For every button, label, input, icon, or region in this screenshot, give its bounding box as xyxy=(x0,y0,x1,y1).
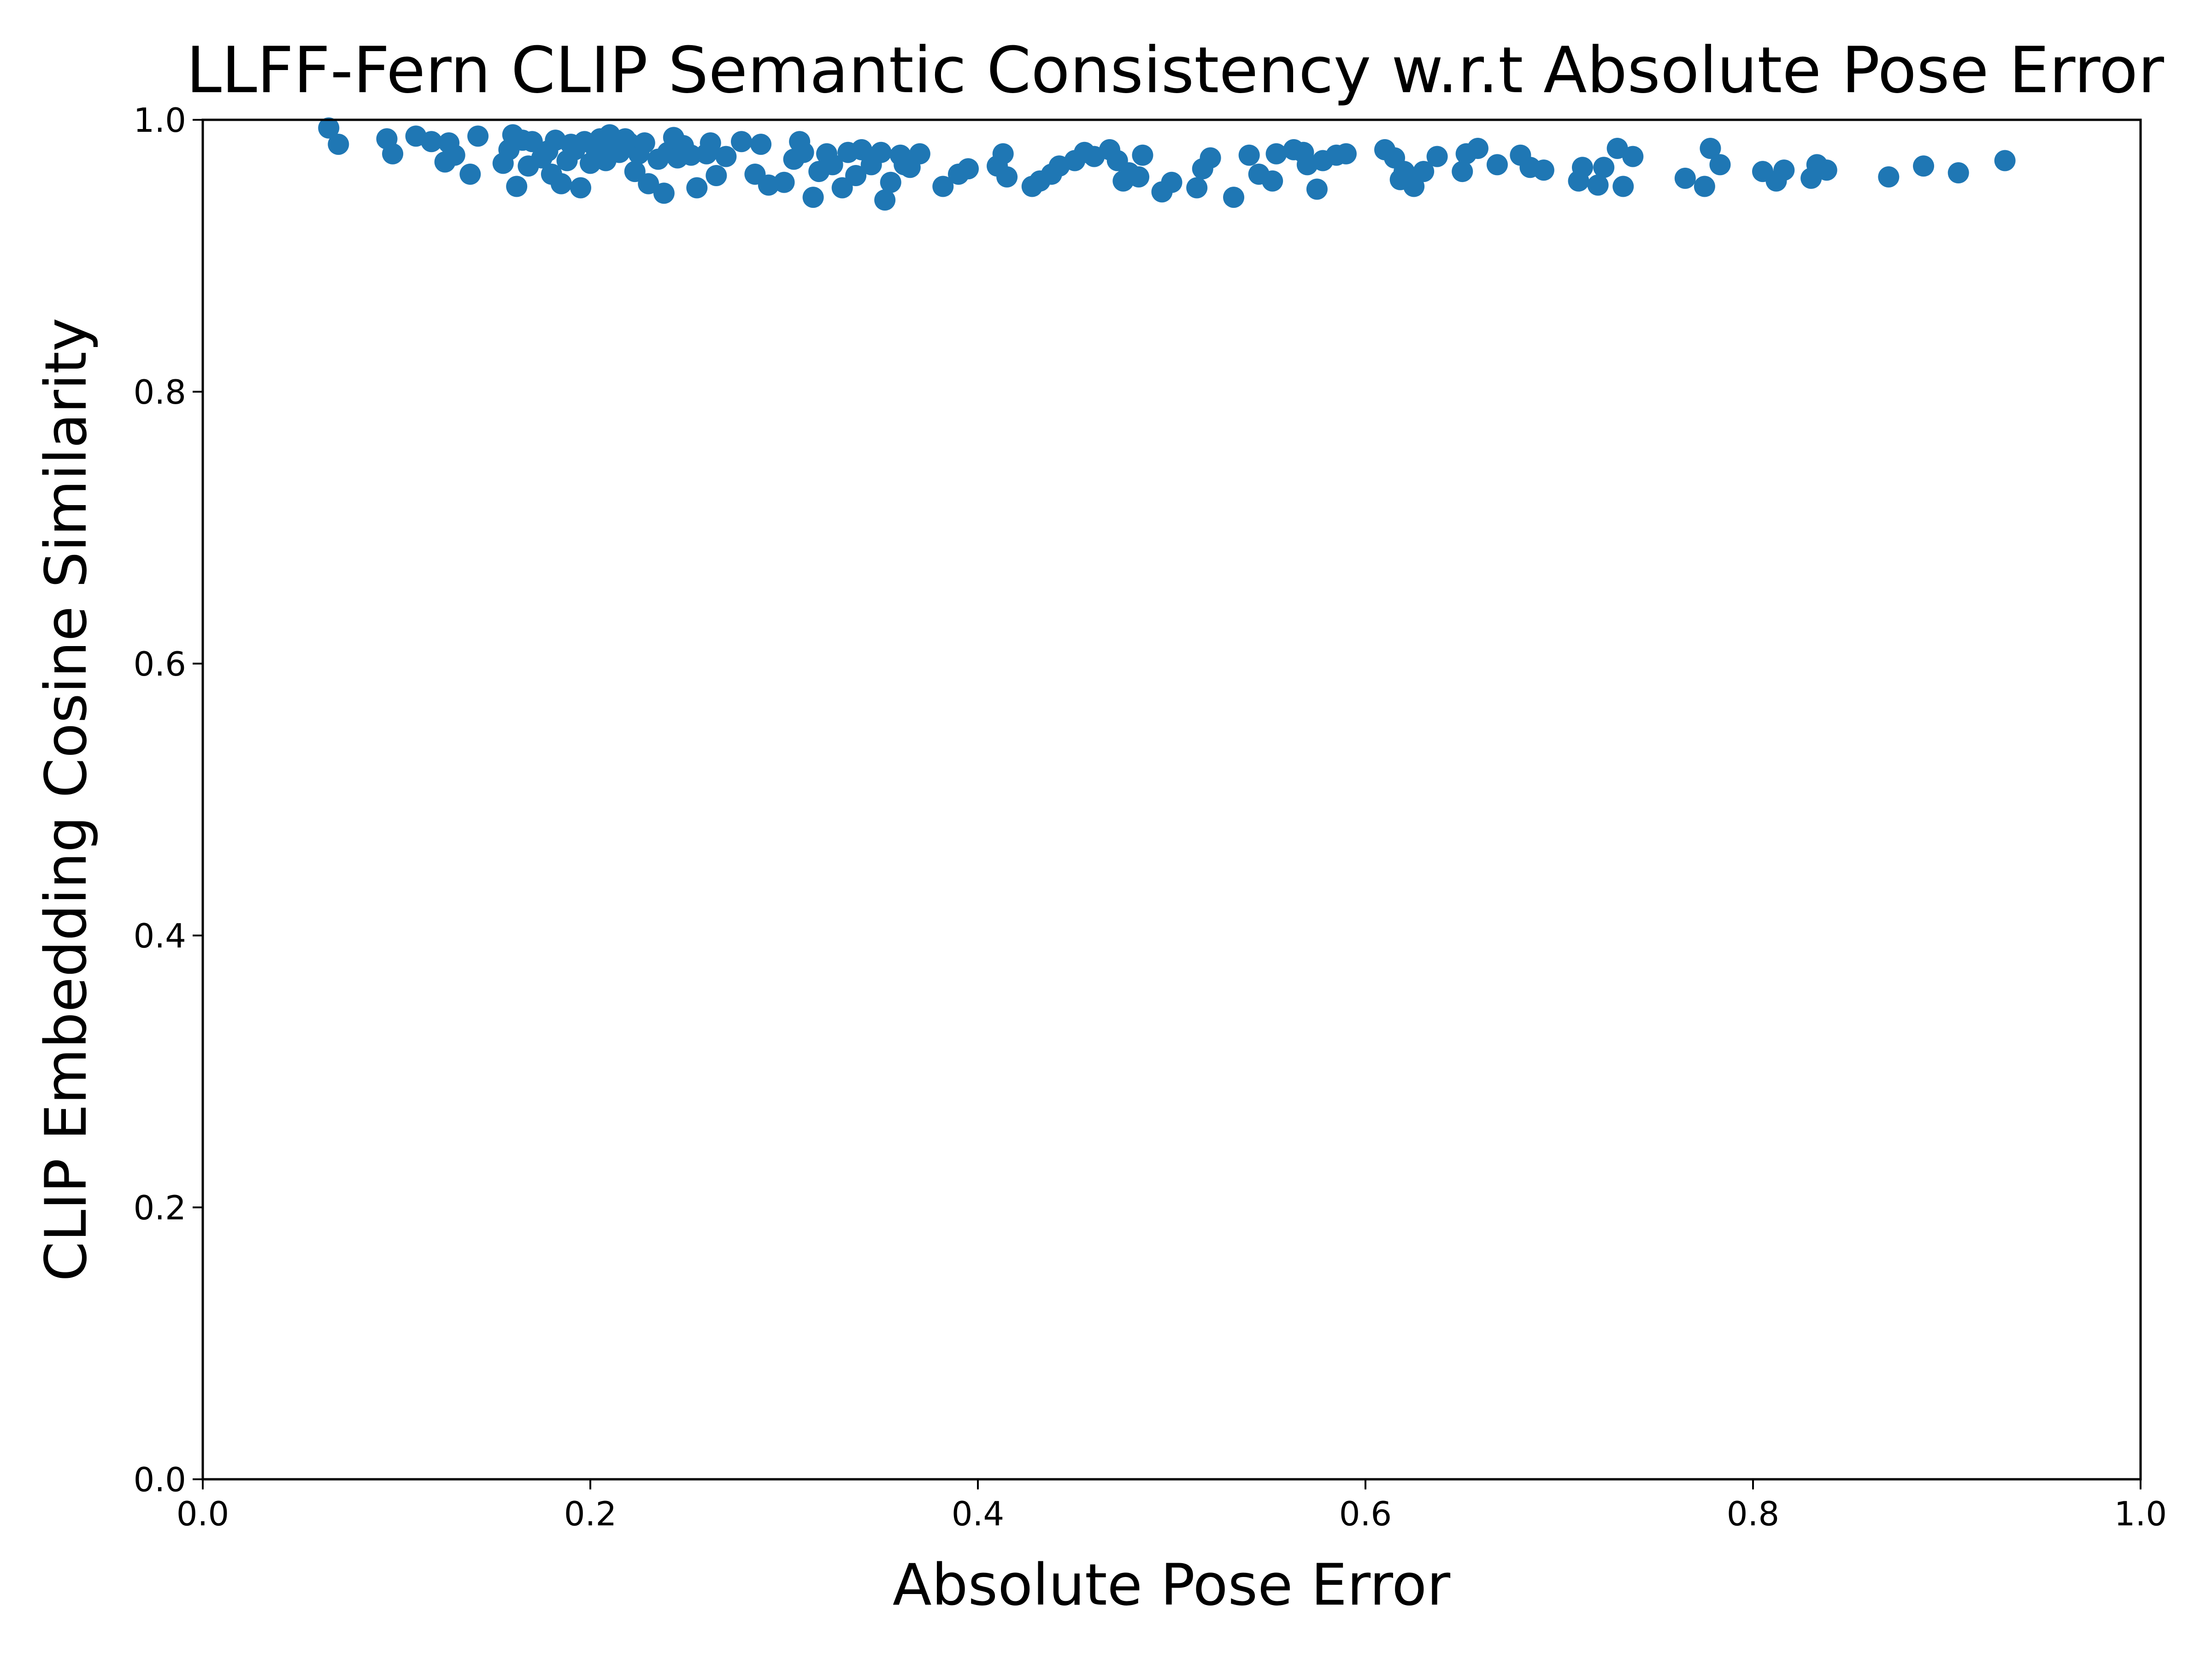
data-point xyxy=(1700,137,1721,159)
data-point xyxy=(1612,176,1634,197)
data-point xyxy=(1486,154,1508,176)
data-point xyxy=(1262,170,1283,192)
data-point xyxy=(715,146,737,167)
data-points xyxy=(318,117,2016,211)
x-tick-label: 1.0 xyxy=(2114,1494,2167,1533)
data-point xyxy=(750,134,772,155)
data-point xyxy=(1994,150,2016,171)
data-point xyxy=(1161,171,1182,193)
data-point xyxy=(1403,176,1425,197)
data-point xyxy=(1674,167,1696,189)
data-point xyxy=(1200,147,1221,169)
x-axis-ticks: 0.0 0.2 0.4 0.6 0.8 1.0 xyxy=(176,1479,2167,1533)
data-point xyxy=(1947,162,1969,184)
y-tick-label: 1.0 xyxy=(133,101,186,140)
data-point xyxy=(1622,146,1644,167)
x-tick-label: 0.8 xyxy=(1727,1494,1780,1533)
y-tick-label: 0.8 xyxy=(133,373,186,412)
y-tick-label: 0.4 xyxy=(133,917,186,955)
data-point xyxy=(1413,161,1435,182)
data-point xyxy=(1913,155,1935,177)
data-point xyxy=(996,166,1018,188)
data-point xyxy=(1467,137,1488,159)
data-point xyxy=(1223,187,1245,208)
data-point xyxy=(638,173,659,194)
data-point xyxy=(550,173,572,194)
data-point xyxy=(570,177,591,199)
y-axis-label: CLIP Embedding Cosine Similarity xyxy=(33,318,100,1281)
x-tick-label: 0.6 xyxy=(1339,1494,1392,1533)
data-point xyxy=(932,176,954,197)
data-point xyxy=(1265,143,1287,165)
data-point xyxy=(1452,161,1473,182)
data-point xyxy=(1773,159,1795,181)
y-axis-ticks: 0.0 0.2 0.4 0.6 0.8 1.0 xyxy=(133,101,203,1499)
data-point xyxy=(467,125,489,147)
chart-title: LLFF-Fern CLIP Semantic Consistency w.r.… xyxy=(186,33,2164,107)
x-tick-label: 0.4 xyxy=(952,1494,1005,1533)
x-axis-label: Absolute Pose Error xyxy=(893,1552,1450,1618)
y-tick-label: 0.2 xyxy=(133,1188,186,1227)
data-point xyxy=(1238,144,1260,166)
data-point xyxy=(773,171,795,193)
data-point xyxy=(706,165,727,186)
data-point xyxy=(1394,161,1415,182)
data-point xyxy=(680,144,702,166)
data-point xyxy=(1694,176,1715,197)
data-point xyxy=(1426,146,1448,167)
data-point xyxy=(382,143,404,165)
y-tick-label: 0.0 xyxy=(133,1460,186,1499)
data-point xyxy=(1709,154,1731,176)
data-point xyxy=(1587,174,1609,196)
data-point xyxy=(686,177,708,199)
data-point xyxy=(1335,143,1357,165)
data-point xyxy=(870,141,892,163)
data-point xyxy=(957,158,979,180)
data-point xyxy=(880,171,901,193)
data-point xyxy=(874,189,896,211)
data-point xyxy=(700,132,721,154)
data-point xyxy=(1533,159,1554,181)
data-point xyxy=(634,132,655,154)
data-point xyxy=(851,139,872,160)
data-point xyxy=(1186,177,1208,199)
data-point xyxy=(831,177,853,199)
data-point xyxy=(730,131,752,153)
data-point xyxy=(1128,166,1150,188)
data-point xyxy=(624,161,646,182)
data-point xyxy=(802,187,824,208)
plot-frame xyxy=(201,118,2142,1481)
data-point xyxy=(328,134,349,155)
data-point xyxy=(1132,144,1153,166)
data-point xyxy=(1593,157,1615,178)
data-point xyxy=(421,131,442,153)
data-point xyxy=(793,141,814,163)
data-point xyxy=(1571,157,1593,178)
data-point xyxy=(909,143,930,165)
data-point xyxy=(992,143,1014,165)
data-point xyxy=(444,144,465,166)
data-point xyxy=(318,117,340,139)
x-tick-label: 0.2 xyxy=(564,1494,617,1533)
data-point xyxy=(521,131,543,153)
data-point xyxy=(1816,159,1837,181)
y-tick-label: 0.6 xyxy=(133,645,186,683)
data-point xyxy=(1306,178,1328,200)
data-point xyxy=(822,154,843,176)
data-point xyxy=(506,176,528,197)
data-point xyxy=(1878,166,1900,188)
data-point xyxy=(653,182,675,204)
x-tick-label: 0.0 xyxy=(176,1494,229,1533)
data-point xyxy=(459,164,481,185)
data-point xyxy=(845,165,867,186)
